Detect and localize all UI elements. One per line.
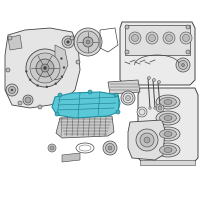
Ellipse shape — [158, 106, 162, 110]
Ellipse shape — [156, 143, 180, 157]
Ellipse shape — [6, 84, 18, 96]
Ellipse shape — [136, 129, 158, 151]
Ellipse shape — [182, 34, 190, 42]
Ellipse shape — [26, 49, 64, 87]
Ellipse shape — [70, 36, 74, 40]
Ellipse shape — [64, 38, 72, 46]
Ellipse shape — [18, 101, 22, 105]
Ellipse shape — [116, 110, 120, 114]
Ellipse shape — [8, 86, 16, 94]
Ellipse shape — [164, 148, 172, 152]
Ellipse shape — [164, 116, 172, 120]
Ellipse shape — [77, 31, 99, 53]
Ellipse shape — [86, 40, 90, 44]
Ellipse shape — [62, 36, 74, 48]
Ellipse shape — [30, 53, 60, 83]
Ellipse shape — [186, 50, 190, 54]
Ellipse shape — [50, 146, 54, 150]
Polygon shape — [138, 88, 198, 163]
Ellipse shape — [55, 83, 57, 85]
Ellipse shape — [164, 132, 172, 136]
Ellipse shape — [121, 91, 135, 105]
Ellipse shape — [106, 144, 114, 152]
Ellipse shape — [83, 37, 93, 47]
Ellipse shape — [29, 79, 31, 81]
Ellipse shape — [159, 106, 161, 108]
Ellipse shape — [160, 146, 177, 154]
Ellipse shape — [36, 59, 54, 77]
Ellipse shape — [129, 32, 141, 44]
Ellipse shape — [156, 111, 180, 125]
Ellipse shape — [137, 107, 147, 117]
Polygon shape — [125, 25, 190, 55]
Ellipse shape — [148, 34, 156, 42]
Ellipse shape — [25, 97, 31, 103]
Ellipse shape — [25, 70, 27, 72]
Ellipse shape — [132, 34, 138, 42]
Ellipse shape — [37, 85, 39, 87]
Ellipse shape — [103, 141, 117, 155]
Ellipse shape — [55, 112, 59, 116]
Ellipse shape — [46, 86, 48, 88]
Ellipse shape — [125, 50, 129, 54]
Ellipse shape — [38, 105, 42, 109]
Ellipse shape — [60, 58, 62, 60]
Ellipse shape — [186, 25, 190, 29]
Ellipse shape — [23, 95, 33, 105]
Ellipse shape — [158, 80, 160, 84]
Ellipse shape — [144, 137, 150, 143]
Polygon shape — [120, 22, 195, 85]
Ellipse shape — [160, 114, 177, 122]
Ellipse shape — [182, 64, 184, 66]
Ellipse shape — [11, 89, 13, 91]
Polygon shape — [62, 153, 80, 162]
Ellipse shape — [179, 60, 188, 70]
Ellipse shape — [61, 76, 63, 78]
Polygon shape — [56, 116, 114, 138]
Ellipse shape — [146, 32, 158, 44]
Ellipse shape — [44, 66, 46, 70]
Ellipse shape — [74, 28, 102, 56]
Polygon shape — [5, 28, 80, 108]
Ellipse shape — [114, 93, 118, 97]
Ellipse shape — [176, 58, 190, 72]
Ellipse shape — [149, 107, 151, 109]
Ellipse shape — [154, 107, 156, 109]
Ellipse shape — [58, 93, 62, 97]
Ellipse shape — [164, 99, 172, 104]
Ellipse shape — [48, 144, 56, 152]
Ellipse shape — [76, 60, 80, 64]
Ellipse shape — [8, 36, 12, 40]
Ellipse shape — [160, 130, 177, 138]
Ellipse shape — [180, 32, 192, 44]
Ellipse shape — [108, 146, 112, 150]
Polygon shape — [128, 120, 165, 160]
Ellipse shape — [67, 41, 69, 43]
Ellipse shape — [163, 32, 175, 44]
Ellipse shape — [88, 90, 92, 94]
Ellipse shape — [125, 25, 129, 29]
Ellipse shape — [156, 127, 180, 141]
Ellipse shape — [166, 34, 172, 42]
Ellipse shape — [160, 98, 177, 106]
Polygon shape — [55, 45, 68, 80]
Polygon shape — [108, 80, 140, 94]
Polygon shape — [140, 160, 195, 165]
Ellipse shape — [140, 133, 154, 147]
Ellipse shape — [148, 76, 151, 79]
Ellipse shape — [156, 104, 164, 112]
Ellipse shape — [63, 67, 65, 69]
Ellipse shape — [41, 64, 49, 72]
Ellipse shape — [153, 78, 156, 82]
Ellipse shape — [6, 68, 10, 72]
Ellipse shape — [126, 96, 130, 100]
Polygon shape — [8, 35, 22, 50]
Ellipse shape — [156, 95, 180, 109]
Polygon shape — [52, 92, 120, 118]
